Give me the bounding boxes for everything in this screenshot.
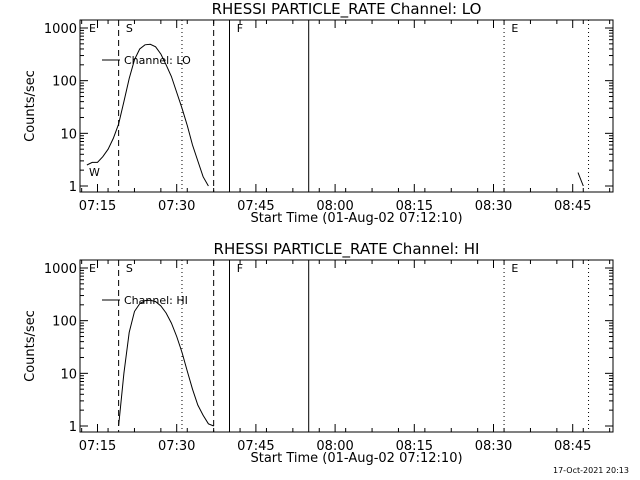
y-tick-label: 10 bbox=[60, 127, 77, 142]
y-tick-label: 1 bbox=[69, 420, 77, 435]
x-tick-label: 07:30 bbox=[158, 439, 195, 454]
x-tick-label: 08:15 bbox=[396, 199, 433, 214]
x-tick-label: 07:45 bbox=[237, 199, 274, 214]
legend-label: Channel: LO bbox=[124, 54, 191, 67]
plot-frame bbox=[79, 259, 614, 433]
chart-panel-1: RHESSI PARTICLE_RATE Channel: HI 1 10 100 10… bbox=[23, 240, 614, 466]
marker-label: W bbox=[89, 166, 100, 179]
x-tick-label: 08:30 bbox=[475, 199, 512, 214]
x-axis-label: Start Time (01-Aug-02 07:12:10) bbox=[250, 211, 462, 226]
x-tick-label: 08:00 bbox=[316, 199, 353, 214]
x-tick-label: 08:30 bbox=[475, 439, 512, 454]
marker-label: S bbox=[126, 22, 133, 35]
marker-label: E bbox=[511, 262, 518, 275]
y-tick-label: 100 bbox=[52, 315, 77, 330]
footer-timestamp: 17-Oct-2021 20:13 bbox=[553, 466, 629, 475]
y-tick-label: 1000 bbox=[44, 22, 77, 37]
y-tick-label: 1 bbox=[69, 180, 77, 195]
x-tick-label: 08:45 bbox=[554, 439, 591, 454]
x-tick-label: 07:30 bbox=[158, 199, 195, 214]
y-axis-label: Counts/sec bbox=[23, 70, 38, 142]
chart-title: RHESSI PARTICLE_RATE Channel: LO bbox=[212, 0, 482, 19]
marker-label: F bbox=[237, 262, 243, 275]
y-tick-label: 10 bbox=[60, 367, 77, 382]
series-line bbox=[86, 43, 209, 187]
chart-panel-0: RHESSI PARTICLE_RATE Channel: LO 1 10 100 10… bbox=[23, 0, 614, 226]
y-tick-label: 100 bbox=[52, 75, 77, 90]
x-tick-label: 08:00 bbox=[316, 439, 353, 454]
marker-label: E bbox=[89, 22, 96, 35]
marker-label: E bbox=[511, 22, 518, 35]
x-tick-label: 07:45 bbox=[237, 439, 274, 454]
marker-label: F bbox=[237, 22, 243, 35]
y-tick-label: 1000 bbox=[44, 262, 77, 277]
x-axis-label: Start Time (01-Aug-02 07:12:10) bbox=[250, 451, 462, 466]
chart-title: RHESSI PARTICLE_RATE Channel: HI bbox=[214, 240, 480, 259]
marker-label: S bbox=[126, 262, 133, 275]
x-tick-label: 07:15 bbox=[79, 199, 116, 214]
series-spike bbox=[577, 172, 584, 187]
series-line bbox=[118, 299, 214, 427]
y-axis-label: Counts/sec bbox=[23, 310, 38, 382]
x-tick-label: 07:15 bbox=[79, 439, 116, 454]
marker-label: E bbox=[89, 262, 96, 275]
x-tick-label: 08:15 bbox=[396, 439, 433, 454]
plot-frame bbox=[79, 19, 614, 193]
legend-label: Channel: HI bbox=[124, 294, 188, 307]
x-tick-label: 08:45 bbox=[554, 199, 591, 214]
